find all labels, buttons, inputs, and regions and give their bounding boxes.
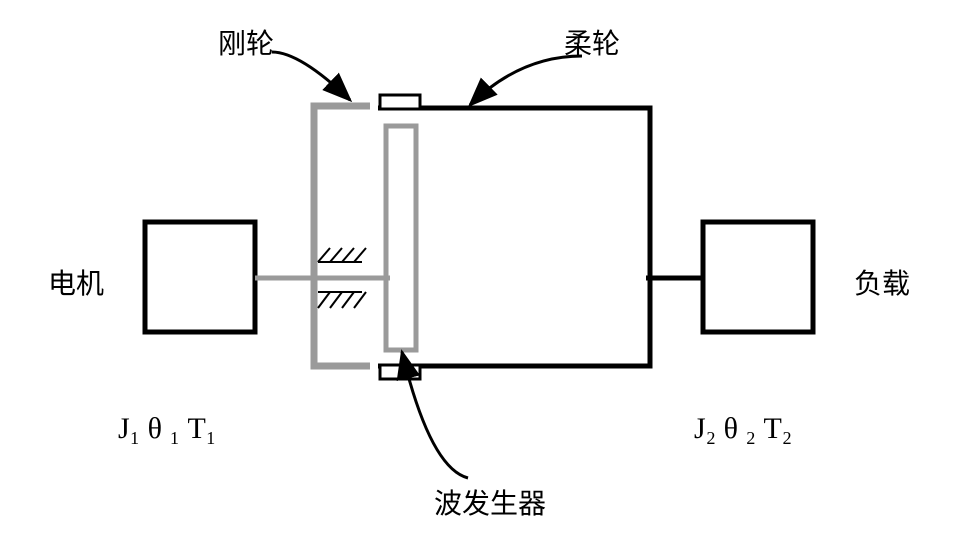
flex-wheel-label: 柔轮 [564,22,620,62]
arrow-flex [470,56,582,105]
tooth-top [380,95,420,109]
motor-vars-label: J₁ θ ₁ T₁ [118,412,216,446]
diagram-canvas: 电机 负载 刚轮 柔轮 波发生器 J₁ θ ₁ T₁ J₂ θ ₂ T₂ [0,0,974,536]
load-vars-label: J₂ θ ₂ T₂ [694,412,792,446]
hatching-bottom [318,292,366,308]
rigid-wheel-label: 刚轮 [218,22,274,62]
load-label: 负载 [854,262,910,302]
motor-box [145,222,255,332]
rigid-wheel-bracket [314,106,370,366]
wave-generator-label: 波发生器 [434,482,546,522]
arrow-rigid [272,52,350,100]
wave-generator-rect [386,126,416,350]
flex-wheel-cup [378,108,650,366]
motor-label: 电机 [48,262,104,302]
diagram-svg [0,0,974,536]
tooth-bottom [380,365,420,379]
load-box [703,222,813,332]
hatching-top [318,248,366,262]
